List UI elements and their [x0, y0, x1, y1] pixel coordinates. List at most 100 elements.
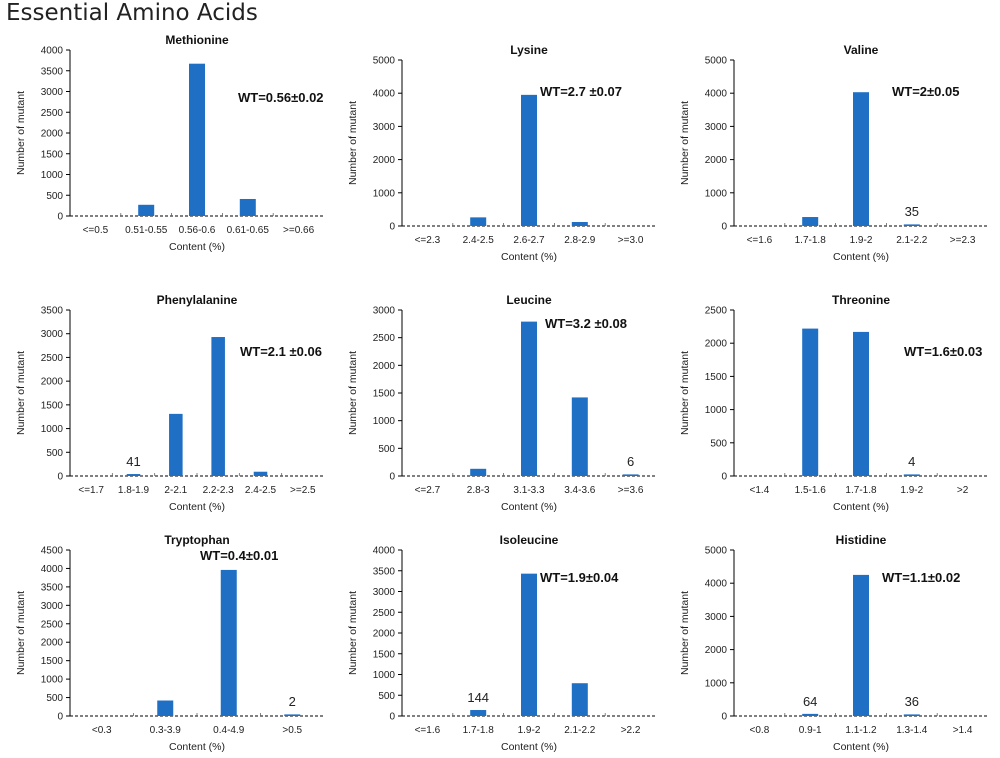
x-tick-label: <=1.6 — [747, 235, 773, 246]
y-axis-label: Number of mutant — [15, 351, 27, 435]
x-tick-label: 2.6-2.7 — [513, 235, 545, 246]
y-tick-label: 2500 — [41, 108, 64, 119]
y-tick-label: 1500 — [373, 389, 396, 400]
bar-leucine-3 — [571, 397, 588, 476]
wt-annotation: WT=2.1 ±0.06 — [240, 344, 322, 359]
x-axis-label: Content (%) — [501, 251, 557, 263]
x-axis-label: Content (%) — [169, 501, 225, 513]
x-tick-label: 0.4-4.9 — [213, 725, 245, 736]
x-tick-label: 0.3-3.9 — [150, 725, 182, 736]
bar-histidine-3 — [903, 714, 920, 716]
chart-lysine: Lysine 0 1000 2000 3000 4000 5000 <=2.3 2.4-2.5 2… — [340, 40, 660, 268]
chart-title: Methionine — [165, 33, 229, 47]
y-tick-label: 1500 — [41, 400, 64, 411]
bar-valine-1 — [802, 217, 819, 226]
y-tick-label: 1000 — [41, 424, 64, 435]
y-tick-label: 2000 — [41, 638, 64, 649]
x-tick-label: 1.7-1.8 — [463, 725, 495, 736]
y-tick-label: 1000 — [373, 416, 396, 427]
bar-isoleucine-1 — [470, 710, 487, 716]
y-tick-label: 2000 — [705, 645, 728, 656]
y-tick-label: 3000 — [41, 329, 64, 340]
data-label: 6 — [627, 454, 634, 469]
chart-leucine: Leucine 0 500 1000 1500 2000 2500 3000 <=2.7 2.8-… — [340, 290, 660, 518]
y-tick-label: 1500 — [373, 649, 396, 660]
y-tick-label: 3500 — [41, 306, 64, 317]
y-tick-label: 0 — [721, 472, 727, 483]
x-tick-label: >=0.66 — [283, 225, 315, 236]
chart-title: Tryptophan — [164, 533, 229, 547]
data-label: 64 — [803, 694, 817, 709]
y-tick-label: 4000 — [373, 89, 396, 100]
bar-valine-2 — [853, 92, 869, 226]
bar-leucine-4 — [622, 474, 639, 476]
y-tick-label: 5000 — [705, 56, 728, 67]
bar-methionine-2 — [189, 63, 205, 216]
data-label: 144 — [467, 690, 489, 705]
y-tick-label: 3000 — [41, 87, 64, 98]
x-axis-label: Content (%) — [833, 251, 889, 263]
chart-title: Isoleucine — [500, 533, 559, 547]
x-tick-label: >=3.6 — [618, 485, 644, 496]
y-tick-label: 3500 — [373, 566, 396, 577]
x-tick-label: 0.9-1 — [799, 725, 822, 736]
y-axis-label: Number of mutant — [679, 591, 691, 675]
wt-annotation: WT=2±0.05 — [892, 84, 959, 99]
y-tick-label: 2000 — [373, 629, 396, 640]
bar-tryptophan-3 — [284, 714, 301, 716]
x-tick-label: 2.4-2.5 — [245, 485, 277, 496]
y-tick-label: 3000 — [41, 601, 64, 612]
y-axis-label: Number of mutant — [679, 351, 691, 435]
wt-annotation: WT=3.2 ±0.08 — [545, 316, 627, 331]
x-tick-label: 3.1-3.3 — [513, 485, 545, 496]
wt-annotation: WT=0.4±0.01 — [200, 548, 278, 563]
bar-histidine-2 — [853, 574, 869, 716]
y-tick-label: 2000 — [705, 339, 728, 350]
y-tick-label: 500 — [46, 191, 63, 202]
y-tick-label: 3500 — [41, 582, 64, 593]
figure-title: Essential Amino Acids — [6, 0, 258, 26]
chart-valine: Valine 0 1000 2000 3000 4000 5000 <=1.6 1.7-1.8 1… — [672, 40, 992, 268]
y-tick-label: 500 — [378, 691, 395, 702]
y-tick-label: 3000 — [373, 306, 396, 317]
x-tick-label: 2.8-2.9 — [564, 235, 596, 246]
data-label: 2 — [289, 694, 296, 709]
x-tick-label: >=2.3 — [950, 235, 976, 246]
bar-threonine-3 — [903, 474, 920, 476]
bar-leucine-1 — [470, 468, 487, 476]
y-tick-label: 2500 — [373, 333, 396, 344]
y-tick-label: 3500 — [41, 66, 64, 77]
x-tick-label: >0.5 — [282, 725, 302, 736]
y-tick-label: 2000 — [705, 155, 728, 166]
y-tick-label: 2000 — [41, 377, 64, 388]
x-tick-label: 1.8-1.9 — [118, 485, 150, 496]
data-label: 4 — [908, 454, 915, 469]
bar-isoleucine-3 — [571, 683, 588, 716]
x-axis-label: Content (%) — [501, 741, 557, 753]
y-tick-label: 5000 — [705, 546, 728, 557]
bar-valine-3 — [903, 224, 920, 226]
bar-methionine-1 — [138, 204, 155, 216]
chart-threonine: Threonine 0 500 1000 1500 2000 2500 <1.4 1.5-1.6… — [672, 290, 992, 518]
x-tick-label: 2-2.1 — [164, 485, 187, 496]
y-tick-label: 500 — [46, 693, 63, 704]
x-tick-label: 3.4-3.6 — [564, 485, 596, 496]
y-tick-label: 4000 — [41, 564, 64, 575]
y-tick-label: 4500 — [41, 546, 64, 557]
x-axis-label: Content (%) — [833, 741, 889, 753]
data-label: 41 — [126, 454, 140, 469]
y-axis-label: Number of mutant — [347, 351, 359, 435]
bar-phenylalanine-3 — [211, 337, 225, 476]
x-tick-label: <=1.6 — [415, 725, 441, 736]
wt-annotation: WT=1.1±0.02 — [882, 570, 960, 585]
bar-lysine-2 — [521, 94, 537, 226]
x-tick-label: 2.1-2.2 — [564, 725, 596, 736]
x-axis-label: Content (%) — [501, 501, 557, 513]
y-tick-label: 1500 — [41, 656, 64, 667]
y-tick-label: 1000 — [41, 675, 64, 686]
x-tick-label: 1.9-2 — [900, 485, 923, 496]
bar-methionine-3 — [239, 198, 256, 216]
x-tick-label: 0.56-0.6 — [179, 225, 216, 236]
x-tick-label: 1.7-1.8 — [795, 235, 827, 246]
